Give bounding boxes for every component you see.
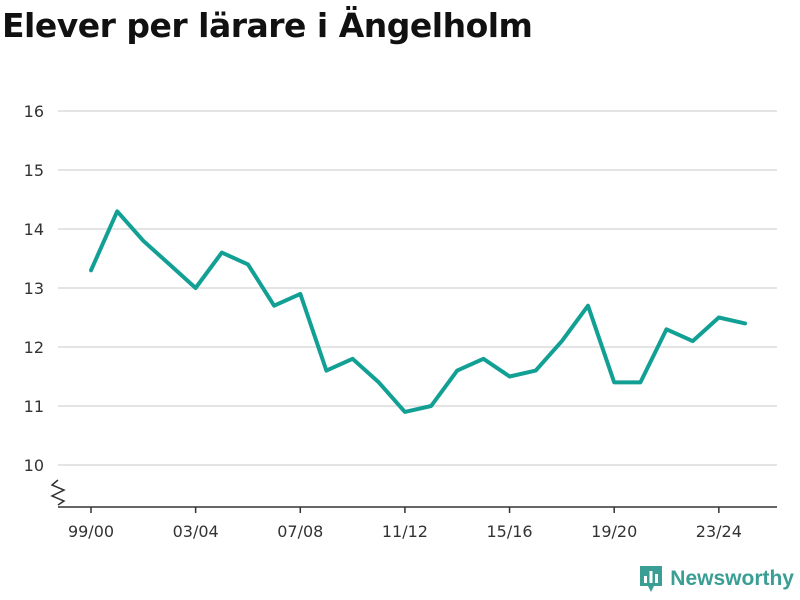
y-tick-label: 14 (24, 220, 44, 239)
x-tick-label: 03/04 (173, 522, 219, 541)
y-tick-label: 15 (24, 161, 44, 180)
bar-chart-logo-icon (640, 566, 663, 592)
series-layer (89, 209, 747, 414)
y-tick-labels: 10 11 12 13 14 15 16 (24, 102, 44, 475)
x-axis (50, 479, 777, 513)
x-tick-label: 07/08 (277, 522, 323, 541)
x-tick-label: 11/12 (382, 522, 428, 541)
series-line (89, 209, 747, 414)
grid-lines (58, 110, 777, 466)
y-tick-label: 16 (24, 102, 44, 121)
x-tick-labels: 99/00 03/04 07/08 11/12 15/16 19/20 23/24 (68, 522, 742, 541)
y-tick-label: 12 (24, 338, 44, 357)
x-tick-label: 15/16 (487, 522, 533, 541)
y-tick-label: 13 (24, 279, 44, 298)
y-tick-label: 10 (24, 456, 44, 475)
x-tick-label: 99/00 (68, 522, 114, 541)
x-tick-label: 23/24 (696, 522, 742, 541)
y-axis-break-mark (50, 479, 66, 506)
newsworthy-brand: Newsworthy (638, 564, 794, 594)
y-tick-label: 11 (24, 397, 44, 416)
brand-name: Newsworthy (670, 567, 794, 590)
chart-title: Elever per lärare i Ängelholm (2, 6, 533, 45)
x-tick-label: 19/20 (591, 522, 637, 541)
